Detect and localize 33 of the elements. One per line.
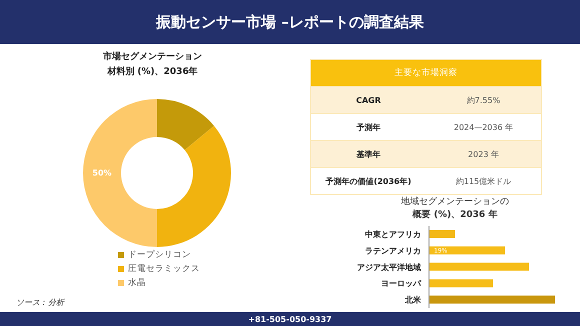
y-tick-label: ヨーロッパ (381, 279, 422, 288)
chart-subtitle: 概要 (%)、2036 年 (411, 209, 498, 222)
text: 主要な市場洞察 (311, 60, 541, 86)
text: ソース : 分析 (16, 297, 64, 308)
text: CAGR (355, 96, 382, 104)
bar (429, 246, 505, 254)
text: 約115億米ドル (454, 176, 512, 186)
text: 振動センサー市場 –レポートの調査結果 (0, 0, 580, 44)
chart-title: 市場セグメンテーション (102, 50, 203, 64)
y-tick-label: ラテンアメリカ (365, 246, 421, 256)
y-tick-label: 中東とアフリカ (365, 230, 421, 240)
y-tick-label: アジア太平洋地域 (357, 262, 421, 272)
text: 2023 年 (467, 148, 500, 160)
text: 予測年の価値(2036年) (324, 176, 412, 186)
text: 基準年 (356, 148, 382, 160)
legend-label: 圧電セラミックス (127, 263, 200, 276)
donut-slice (157, 126, 231, 247)
chart-title: 地域セグメンテーションの (400, 196, 510, 209)
data-label: 50% (92, 168, 112, 178)
text: 予測年 (356, 122, 382, 132)
text: 2024—2036 年 (452, 122, 514, 132)
text: +81-505-050-9337 (0, 312, 580, 326)
donut-slice (83, 99, 157, 247)
bar (429, 230, 455, 238)
legend-label: ドープシリコン (127, 248, 192, 262)
bar (429, 262, 529, 271)
text: 約7.55% (466, 94, 502, 106)
y-tick-label: 北米 (404, 296, 422, 305)
bar (429, 279, 493, 288)
donut-slice (157, 99, 214, 150)
chart-subtitle: 材料別 (%)、2036年 (106, 65, 199, 79)
bar (429, 296, 555, 304)
legend-label: 水晶 (127, 277, 147, 290)
